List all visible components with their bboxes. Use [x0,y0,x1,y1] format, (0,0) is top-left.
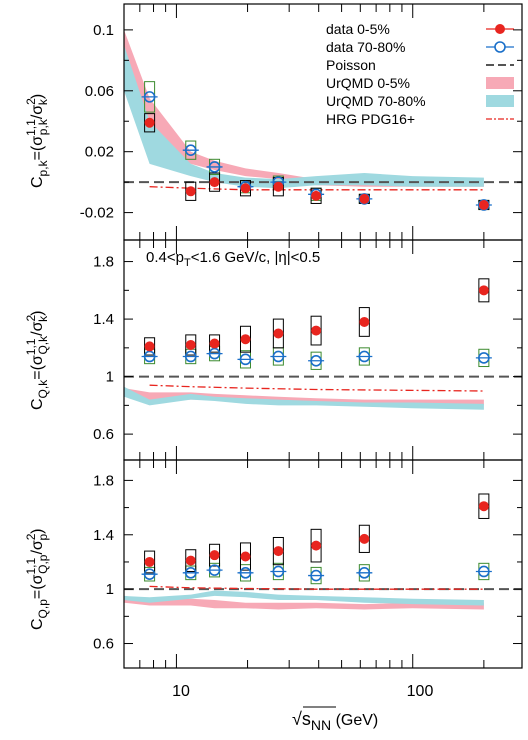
ylabel-panel-2: CQ,k=(σ1,1Q,k/σ2k) [24,311,50,410]
panel-1: -0.02 0.02 0.06 0.1 [80,3,523,241]
point-central [209,338,220,349]
legend-band-urqmd-peripheral [486,95,514,107]
point-central [311,190,322,201]
point-central [311,325,322,336]
point-peripheral [272,565,285,578]
x-axis-title: √sNN (GeV) [292,709,378,733]
point-central [144,117,155,128]
ylabel-panel-1: Cp,k=(σ1,1p,k/σ2k) [24,94,50,188]
point-central [273,546,284,557]
point-peripheral [358,567,371,579]
kinematics-annotation: 0.4<pT<1.6 GeV/c, |η|<0.5 [146,249,320,269]
y-tick-label: 1 [106,369,114,386]
point-central [359,533,370,544]
legend-band-urqmd-central [486,77,514,89]
y-tick-label: 0.06 [85,83,114,100]
point-central [311,540,322,551]
point-central [144,341,155,352]
urqmd-peripheral-band [124,590,484,606]
panel-3-plot-area [124,493,522,610]
urqmd-central-band [124,598,484,610]
point-peripheral [310,354,322,367]
point-peripheral [478,565,490,578]
urqmd-peripheral-band [124,386,484,410]
urqmd-central-band [124,388,484,406]
y-tick-label: 0.02 [85,144,114,161]
point-peripheral [184,144,197,156]
point-central [240,551,251,562]
y-tick-label: 1.4 [93,311,114,328]
point-central [359,193,370,204]
point-central [144,556,155,567]
panel-1-plot-area [124,29,522,211]
y-tick-label: 1.4 [93,527,114,544]
point-central [478,199,489,210]
y-tick-label: 1 [106,581,114,598]
legend-label-data-peripheral: data 70-80% [326,39,405,55]
legend-symbols [486,24,514,120]
ylabel-panel-3: CQ,p=(σ1,1Q,p/σ2p) [24,528,50,630]
point-peripheral [208,161,221,173]
point-peripheral [478,352,490,364]
point-central [478,501,489,512]
point-peripheral [143,91,156,103]
point-peripheral [239,353,252,366]
legend: data 0-5% data 70-80% Poisson UrQMD 0-5%… [326,21,514,127]
legend-label-urqmd-central: UrQMD 0-5% [326,75,410,91]
panels: -0.02 0.02 0.06 0.1 0.6 1 1.4 1.8 0.6 1 1.4 1.8 [80,3,523,669]
point-peripheral [184,567,197,579]
hrg-line [149,384,484,392]
point-central [209,177,220,188]
y-tick-label: 1.8 [93,254,114,271]
urqmd-peripheral-band [124,45,484,189]
point-peripheral [239,567,252,579]
point-peripheral [208,347,221,360]
y-tick-label: 0.1 [93,22,114,39]
legend-label-poisson: Poisson [326,57,376,73]
point-central [185,186,196,197]
y-tick-label: 0.6 [93,636,114,653]
point-central [273,328,284,339]
panel-2: 0.6 1 1.4 1.8 [93,239,523,461]
legend-marker-peripheral [494,41,506,53]
y-tick-label: 0.6 [93,426,114,443]
point-central [240,334,251,345]
point-peripheral [310,569,322,582]
panel-frame [123,3,523,241]
point-central [359,316,370,327]
panel-2-plot-area [124,278,522,410]
panel-3: 0.6 1 1.4 1.8 [93,459,523,669]
panel-frame [123,239,523,461]
point-peripheral [358,350,371,363]
point-peripheral [208,564,221,576]
point-peripheral [272,350,285,363]
point-central [185,555,196,566]
legend-label-urqmd-peripheral: UrQMD 70-80% [326,93,426,109]
hrg-line [149,186,484,191]
legend-marker-central [495,24,505,34]
legend-label-hrg: HRG PDG16+ [326,111,415,127]
y-tick-label: -0.02 [80,205,114,222]
point-central [240,183,251,194]
point-central [185,339,196,350]
panel-frame [123,459,523,669]
point-peripheral [143,350,156,363]
point-central [209,550,220,561]
point-central [273,181,284,192]
point-central [478,285,489,296]
legend-label-data-central: data 0-5% [326,21,390,37]
point-peripheral [184,350,197,363]
x-tick-label-100: 100 [407,683,434,700]
point-peripheral [143,568,156,580]
y-tick-label: 1.8 [93,472,114,489]
hrg-line [149,585,484,590]
x-tick-label-10: 10 [172,683,190,700]
